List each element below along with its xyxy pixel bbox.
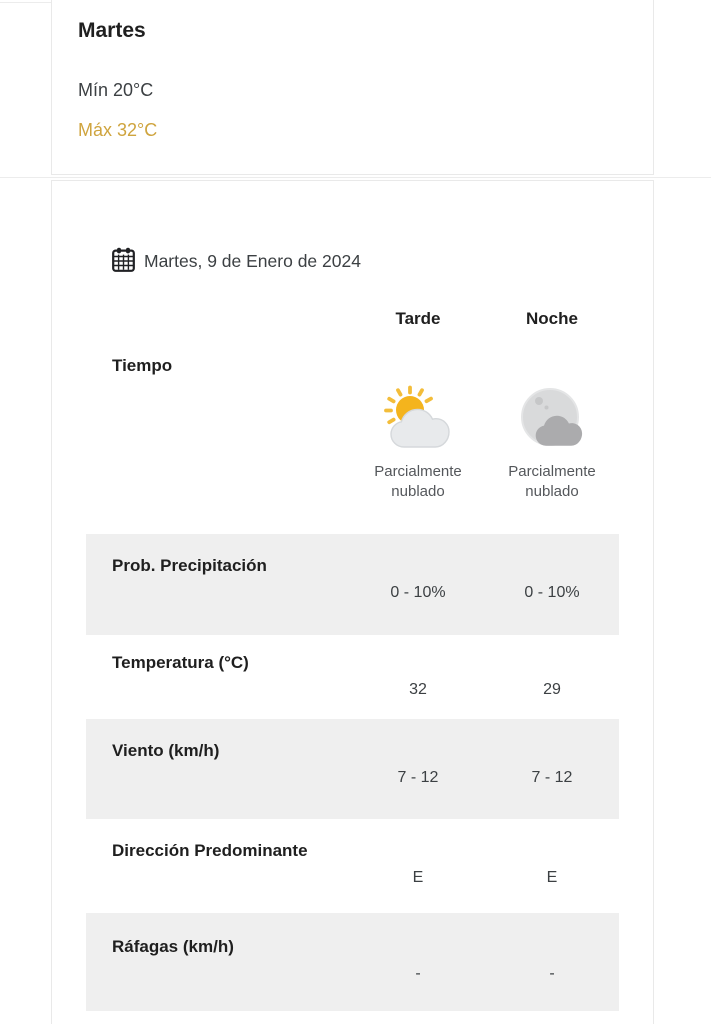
weather-cell-tarde: Parcialmente nublado xyxy=(351,356,485,502)
weather-row-label: Tiempo xyxy=(112,356,173,375)
weather-caption-noche: Parcialmente nublado xyxy=(508,463,596,500)
max-temperature: Máx 32°C xyxy=(78,120,158,140)
row-value-noche: - xyxy=(549,965,555,982)
top-left-divider xyxy=(0,2,52,3)
day-summary-card[interactable]: Martes Mín 20°C Máx 32°C xyxy=(51,0,654,175)
row-value-tarde: - xyxy=(415,965,421,982)
row-label: Prob. Precipitación xyxy=(112,556,267,575)
column-header-tarde: Tarde xyxy=(395,309,441,328)
moon-behind-cloud-icon xyxy=(516,384,588,456)
table-row-wind: Viento (km/h) 7 - 12 7 - 12 xyxy=(86,719,619,819)
weather-cell-noche: Parcialmente nublado xyxy=(485,356,619,502)
cards-divider xyxy=(0,177,711,178)
table-row-precipitation: Prob. Precipitación 0 - 10% 0 - 10% xyxy=(86,534,619,635)
weather-caption-tarde: Parcialmente nublado xyxy=(374,463,462,500)
column-headers: Tarde Noche xyxy=(86,309,619,330)
row-value-noche: 29 xyxy=(543,681,561,698)
row-value-tarde: E xyxy=(412,869,424,886)
column-header-noche: Noche xyxy=(526,309,578,328)
table-row-gusts: Ráfagas (km/h) - - xyxy=(86,913,619,1011)
row-label: Dirección Predominante xyxy=(112,841,308,860)
row-value-noche: 0 - 10% xyxy=(524,584,580,601)
row-value-tarde: 0 - 10% xyxy=(390,584,446,601)
row-value-tarde: 32 xyxy=(409,681,427,698)
table-row-temperature: Temperatura (°C) 32 29 xyxy=(86,635,619,719)
row-label: Temperatura (°C) xyxy=(112,653,249,672)
row-value-tarde: 7 - 12 xyxy=(397,769,439,786)
calendar-icon xyxy=(112,247,135,277)
min-temperature: Mín 20°C xyxy=(78,80,154,100)
row-label: Viento (km/h) xyxy=(112,741,220,760)
row-label: Ráfagas (km/h) xyxy=(112,937,234,956)
weather-row: Tiempo Parcialmente n xyxy=(86,356,619,502)
forecast-date: Martes, 9 de Enero de 2024 xyxy=(144,251,361,271)
row-value-noche: 7 - 12 xyxy=(531,769,573,786)
forecast-detail-card: Martes, 9 de Enero de 2024 Tarde Noche T… xyxy=(51,180,654,1024)
date-row: Martes, 9 de Enero de 2024 xyxy=(112,247,619,277)
sun-behind-cloud-icon xyxy=(382,384,454,456)
row-value-noche: E xyxy=(546,869,558,886)
table-row-wind-direction: Dirección Predominante E E xyxy=(86,819,619,913)
forecast-table: Prob. Precipitación 0 - 10% 0 - 10% Temp… xyxy=(86,534,619,1011)
day-title: Martes xyxy=(78,19,146,42)
